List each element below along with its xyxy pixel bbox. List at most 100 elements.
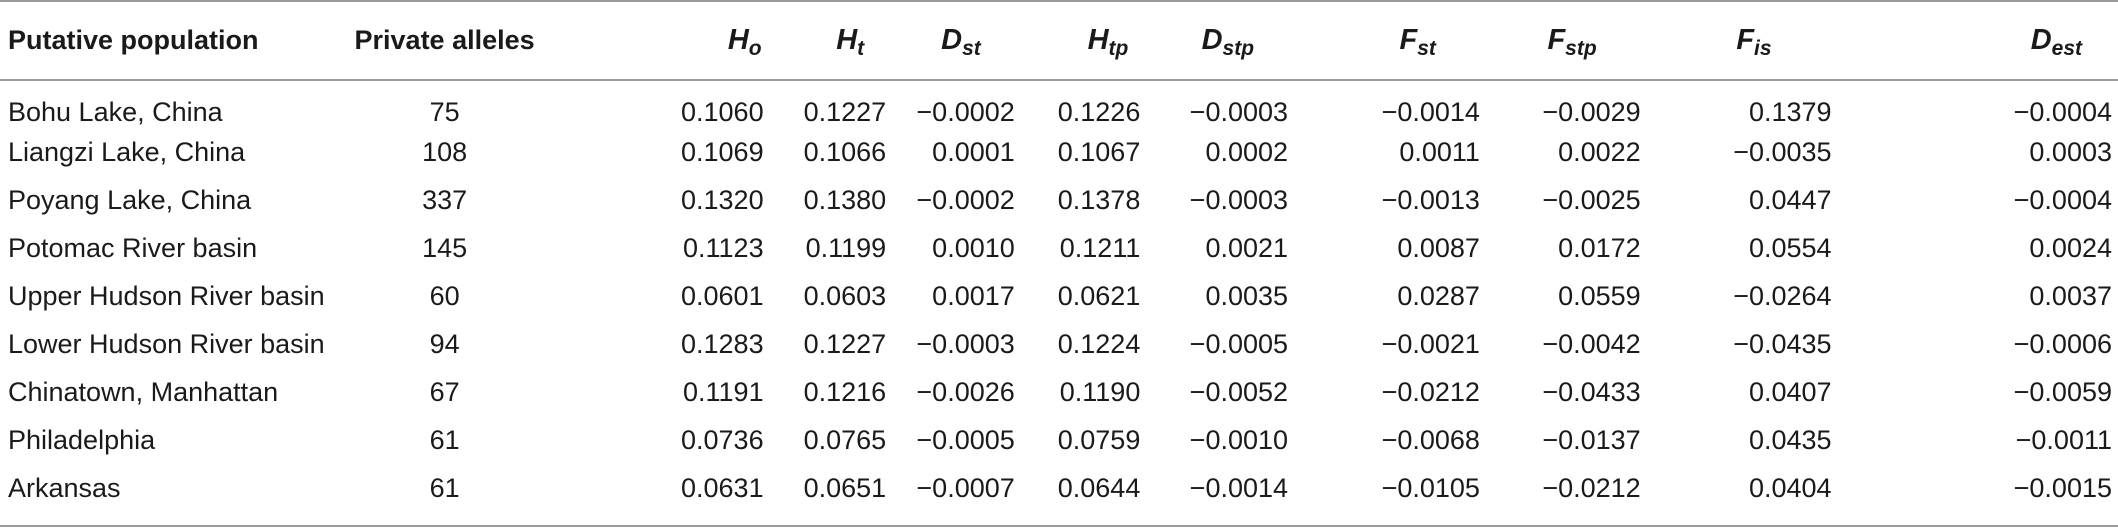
cell-fis: −0.0435: [1733, 328, 1832, 359]
cell-dest: −0.0015: [2013, 472, 2112, 503]
col-header-ho: Ho: [538, 2, 764, 79]
cell-htp: 0.0621: [1057, 280, 1141, 311]
cell-fstp: 0.0559: [1558, 280, 1641, 311]
cell-htp: 0.0759: [1057, 424, 1141, 455]
cell-ht: 0.0651: [803, 472, 887, 503]
cell-fst: 0.0287: [1397, 280, 1480, 311]
cell-private-alleles: 94: [429, 328, 460, 359]
cell-ht: 0.1199: [805, 232, 887, 263]
cell-ht: 0.1227: [803, 97, 887, 127]
table-row: Poyang Lake, China 337 0.1320 0.1380 −0.…: [0, 176, 2118, 224]
col-header-dstp: Dstp: [1140, 2, 1288, 79]
col-header-population: Putative population: [0, 2, 352, 79]
cell-fstp: −0.0025: [1542, 184, 1641, 215]
cell-ho: 0.1123: [683, 232, 764, 263]
cell-htp: 0.1211: [1059, 232, 1141, 263]
col-header-private-alleles-label: Private alleles: [354, 25, 535, 55]
table-row: Upper Hudson River basin 60 0.0601 0.060…: [0, 272, 2118, 320]
table-row: Liangzi Lake, China 108 0.1069 0.1066 0.…: [0, 128, 2118, 176]
col-header-fst: Fst: [1288, 2, 1480, 79]
data-table: Putative population Private alleles Ho H…: [0, 2, 2118, 512]
table-row: Lower Hudson River basin 94 0.1283 0.122…: [0, 320, 2118, 368]
cell-dest: −0.0006: [2013, 328, 2112, 359]
ho-subscript: o: [748, 37, 762, 60]
cell-fis: −0.0035: [1733, 136, 1832, 167]
cell-dstp: 0.0002: [1205, 136, 1289, 167]
cell-population: Liangzi Lake, China: [8, 136, 246, 167]
cell-fis: 0.0447: [1748, 184, 1832, 215]
col-header-population-label: Putative population: [8, 25, 259, 55]
cell-population: Bohu Lake, China: [8, 97, 223, 127]
dest-subscript: est: [2051, 37, 2082, 60]
cell-ht: 0.1066: [803, 136, 887, 167]
col-header-fstp: Fstp: [1480, 2, 1641, 79]
cell-private-alleles: 61: [429, 472, 460, 503]
cell-htp: 0.1378: [1057, 184, 1141, 215]
cell-dstp: 0.0035: [1205, 280, 1289, 311]
cell-ho: 0.1069: [681, 136, 764, 167]
cell-htp: 0.0644: [1057, 472, 1141, 503]
cell-fis: 0.0404: [1748, 472, 1832, 503]
cell-fstp: −0.0042: [1542, 328, 1641, 359]
cell-fstp: −0.0212: [1542, 472, 1641, 503]
header-rule: [0, 79, 2118, 81]
table-row: Chinatown, Manhattan 67 0.1191 0.1216 −0…: [0, 368, 2118, 416]
fst-subscript: st: [1417, 37, 1436, 60]
cell-private-alleles: 75: [429, 97, 460, 127]
cell-fst: −0.0021: [1381, 328, 1480, 359]
cell-fst: −0.0014: [1381, 97, 1480, 127]
cell-dst: −0.0003: [916, 328, 1015, 359]
dstp-subscript: stp: [1222, 37, 1255, 60]
cell-fst: −0.0212: [1381, 376, 1480, 407]
dstp-symbol: D: [1201, 24, 1223, 56]
cell-fis: 0.0407: [1748, 376, 1832, 407]
table-top-rule: [0, 0, 2118, 2]
cell-dst: −0.0005: [916, 424, 1015, 455]
cell-fstp: 0.0172: [1558, 232, 1641, 263]
cell-dstp: 0.0021: [1205, 232, 1289, 263]
cell-dest: −0.0004: [2013, 184, 2112, 215]
cell-population: Poyang Lake, China: [8, 184, 252, 215]
col-header-fis: Fis: [1641, 2, 1832, 79]
col-header-dst: Dst: [886, 2, 1015, 79]
fis-symbol: F: [1736, 24, 1755, 56]
cell-private-alleles: 61: [429, 424, 460, 455]
cell-ht: 0.1227: [803, 328, 887, 359]
cell-dest: 0.0003: [2029, 136, 2112, 167]
cell-dst: −0.0007: [916, 472, 1015, 503]
cell-dst: −0.0002: [916, 184, 1015, 215]
cell-private-alleles: 60: [429, 280, 460, 311]
cell-dstp: −0.0010: [1189, 424, 1289, 455]
cell-dest: −0.0011: [2015, 424, 2112, 455]
header-row: Putative population Private alleles Ho H…: [0, 2, 2118, 79]
dest-symbol: D: [2030, 24, 2052, 56]
cell-ho: 0.1060: [681, 97, 764, 127]
cell-ho: 0.0601: [681, 280, 764, 311]
cell-ht: 0.0765: [803, 424, 887, 455]
col-header-htp: Htp: [1015, 2, 1141, 79]
ht-symbol: H: [836, 24, 858, 56]
cell-dest: −0.0059: [2013, 376, 2112, 407]
cell-population: Arkansas: [8, 472, 121, 503]
cell-fis: −0.0264: [1733, 280, 1832, 311]
table-bottom-rule: [0, 525, 2118, 527]
cell-htp: 0.1190: [1059, 376, 1141, 407]
cell-htp: 0.1224: [1057, 328, 1141, 359]
fstp-subscript: stp: [1565, 37, 1597, 60]
cell-dest: 0.0024: [2029, 232, 2112, 263]
cell-private-alleles: 337: [422, 184, 468, 215]
table-row: Philadelphia 61 0.0736 0.0765 −0.0005 0.…: [0, 416, 2118, 464]
cell-fst: 0.0011: [1399, 136, 1480, 167]
cell-fstp: −0.0137: [1542, 424, 1641, 455]
cell-population: Upper Hudson River basin: [8, 280, 325, 311]
cell-dst: −0.0002: [916, 97, 1015, 127]
cell-dstp: −0.0003: [1189, 184, 1289, 215]
table-row: Arkansas 61 0.0631 0.0651 −0.0007 0.0644…: [0, 464, 2118, 512]
cell-fis: 0.1379: [1748, 97, 1832, 127]
htp-symbol: H: [1087, 24, 1109, 56]
cell-fstp: −0.0433: [1542, 376, 1641, 407]
cell-fst: 0.0087: [1397, 232, 1480, 263]
cell-ht: 0.1380: [803, 184, 887, 215]
cell-population: Philadelphia: [8, 424, 156, 455]
cell-population: Potomac River basin: [8, 232, 258, 263]
